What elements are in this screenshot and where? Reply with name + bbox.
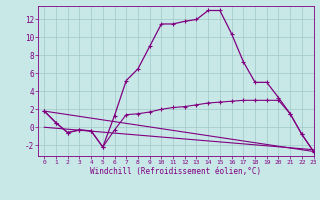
X-axis label: Windchill (Refroidissement éolien,°C): Windchill (Refroidissement éolien,°C) — [91, 167, 261, 176]
